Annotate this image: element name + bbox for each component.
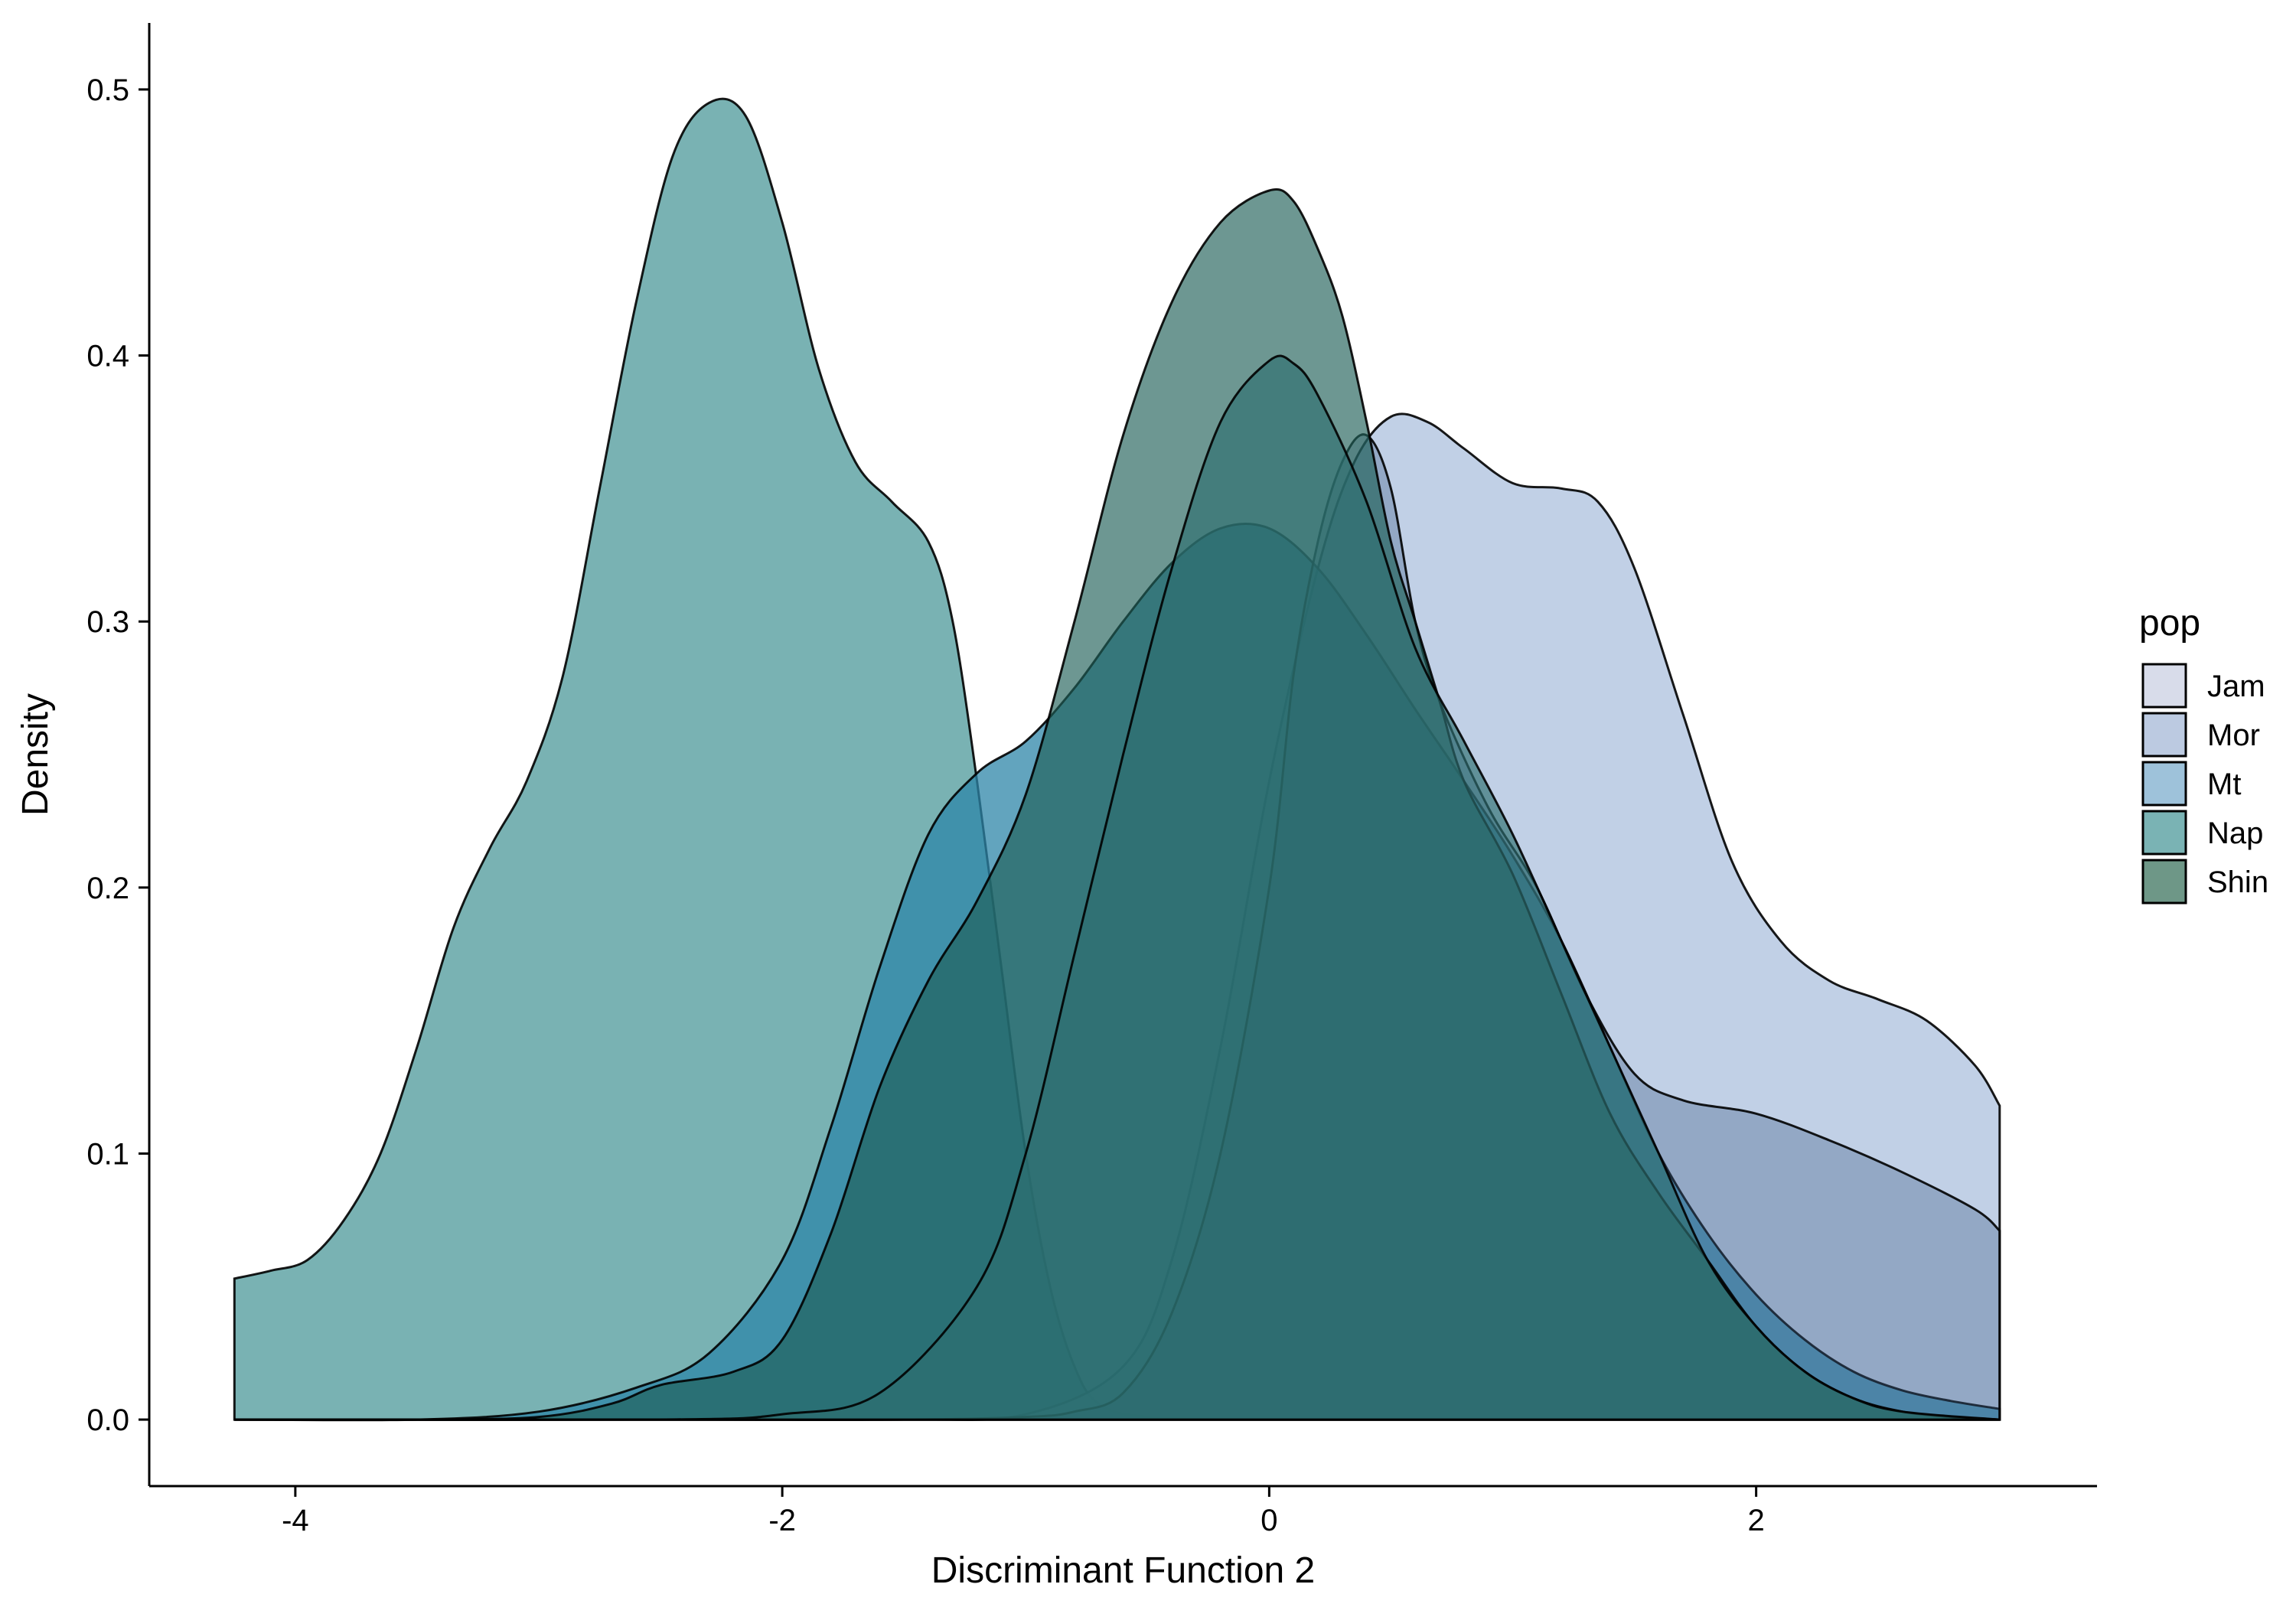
density-area-extra [234,354,2000,1422]
y-axis-title: Density [15,693,56,816]
legend-swatch-jam [2141,663,2187,709]
y-tick-label: 0.3 [86,605,129,639]
y-tick-label: 0.1 [86,1137,129,1171]
y-tick-label: 0.5 [86,73,129,107]
legend-title: pop [2139,603,2200,644]
legend-label-nap: Nap [2207,817,2263,850]
x-axis-title: Discriminant Function 2 [931,1550,1316,1591]
y-tick-label: 0.0 [86,1403,129,1437]
legend-label-mor: Mor [2207,719,2260,752]
x-tick-label: -2 [768,1504,796,1537]
x-tick-label: -4 [282,1504,309,1537]
y-tick-label: 0.4 [86,340,129,373]
legend-label-jam: Jam [2207,670,2265,703]
legend-label-mt: Mt [2207,768,2241,801]
axes: -4 -2 0 2 0.0 0.1 0.2 0.3 0.4 0.5 [86,23,2097,1537]
density-areas [233,97,2001,1422]
legend-swatch-mor [2141,712,2187,758]
x-tick-label: 2 [1748,1504,1765,1537]
legend-items: Jam Mor Mt Nap Shin [2141,663,2268,905]
legend-swatch-shin [2141,859,2187,905]
legend-label-shin: Shin [2207,865,2268,899]
x-tick-label: 0 [1261,1504,1277,1537]
legend-swatch-mt [2141,761,2187,807]
y-tick-label: 0.2 [86,872,129,905]
x-ticks: -4 -2 0 2 [282,1486,1765,1537]
legend: pop Jam Mor Mt Nap Shin [2139,603,2268,905]
y-ticks: 0.0 0.1 0.2 0.3 0.4 0.5 [86,73,149,1437]
legend-swatch-nap [2141,810,2187,856]
